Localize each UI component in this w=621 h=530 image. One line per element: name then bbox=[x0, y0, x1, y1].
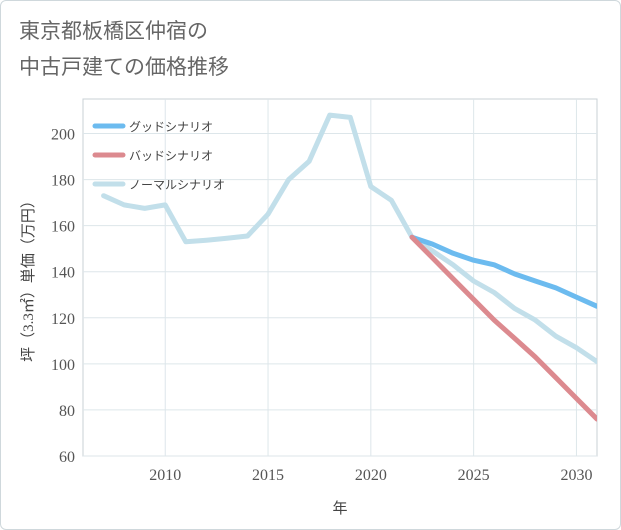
series-line-normal bbox=[101, 112, 597, 365]
chart-title-line-1: 東京都板橋区仲宿の bbox=[19, 19, 208, 43]
series-lines bbox=[101, 112, 597, 422]
y-tick-label: 120 bbox=[51, 311, 75, 328]
y-tick-label: 80 bbox=[59, 403, 75, 420]
legend-label: グッドシナリオ bbox=[129, 120, 213, 134]
x-tick-label: 2020 bbox=[355, 467, 387, 484]
y-tick-label: 180 bbox=[51, 173, 75, 190]
legend-label: ノーマルシナリオ bbox=[129, 178, 225, 192]
plot-area bbox=[82, 98, 598, 457]
y-axis-label: 坪（3.3㎡）単価（万円） bbox=[20, 193, 37, 362]
x-axis-label: 年 bbox=[332, 500, 347, 517]
y-tick-label: 200 bbox=[51, 127, 75, 144]
x-tick-label: 2025 bbox=[458, 467, 490, 484]
y-tick-label: 140 bbox=[51, 265, 75, 282]
chart-title-line-2: 中古戸建ての価格推移 bbox=[19, 55, 229, 79]
chart-title: 東京都板橋区仲宿の 中古戸建ての価格推移 bbox=[19, 13, 229, 85]
grid bbox=[83, 99, 597, 457]
x-axis-ticks: 2010 2015 2020 2025 2030 bbox=[149, 467, 592, 484]
y-tick-label: 160 bbox=[51, 219, 75, 236]
x-tick-label: 2010 bbox=[149, 467, 181, 484]
y-axis-ticks: 60 80 100 120 140 160 180 200 bbox=[51, 127, 75, 466]
legend-label: バッドシナリオ bbox=[129, 149, 213, 163]
series-line-good bbox=[409, 234, 597, 309]
y-tick-label: 60 bbox=[59, 449, 75, 466]
series-line-bad bbox=[409, 234, 597, 422]
y-tick-label: 100 bbox=[51, 357, 75, 374]
x-tick-label: 2015 bbox=[252, 467, 284, 484]
x-tick-label: 2030 bbox=[560, 467, 592, 484]
